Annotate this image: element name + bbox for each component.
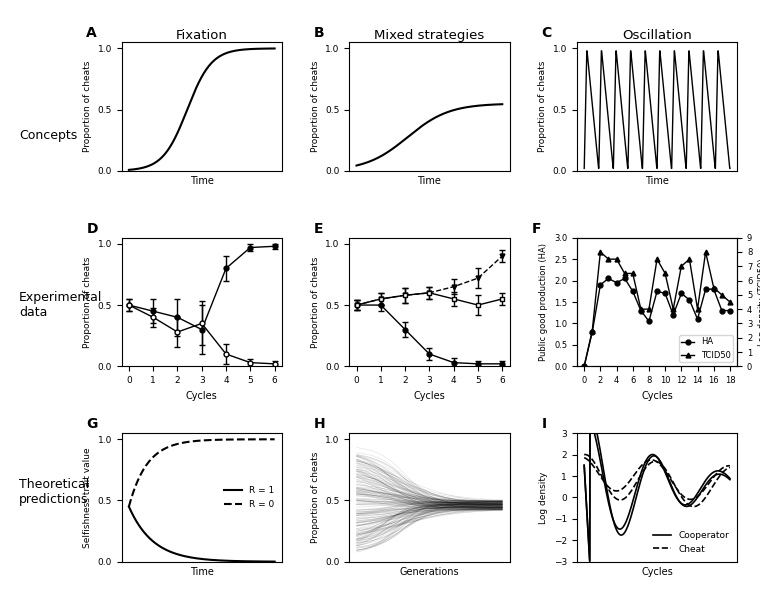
Text: G: G: [87, 417, 98, 431]
Legend: Cooperator, Cheat: Cooperator, Cheat: [650, 527, 733, 557]
Y-axis label: Log density: Log density: [540, 471, 549, 524]
R = 1: [241, 557, 250, 565]
Text: I: I: [542, 417, 546, 431]
X-axis label: Generations: Generations: [400, 567, 459, 577]
X-axis label: Cycles: Cycles: [641, 567, 673, 577]
Text: A: A: [87, 26, 97, 40]
Text: B: B: [314, 26, 325, 40]
R = 0: [270, 435, 279, 443]
Line: R = 0: R = 0: [129, 439, 274, 507]
Y-axis label: Proportion of cheats: Proportion of cheats: [311, 61, 320, 152]
Text: Experimental
data: Experimental data: [19, 291, 103, 319]
R = 0: [188, 438, 198, 445]
X-axis label: Time: Time: [417, 176, 442, 187]
Y-axis label: Proportion of cheats: Proportion of cheats: [83, 61, 92, 152]
Title: Oscillation: Oscillation: [622, 29, 692, 42]
Y-axis label: Proportion of cheats: Proportion of cheats: [311, 256, 320, 348]
R = 0: [241, 435, 250, 443]
R = 1: [270, 558, 279, 565]
X-axis label: Cycles: Cycles: [186, 391, 217, 400]
Title: Fixation: Fixation: [176, 29, 228, 42]
Title: Mixed strategies: Mixed strategies: [374, 29, 485, 42]
Text: E: E: [314, 222, 324, 236]
R = 1: [224, 557, 233, 565]
R = 1: [139, 528, 148, 536]
Text: C: C: [542, 26, 552, 40]
Y-axis label: Log density (TCID50): Log density (TCID50): [758, 258, 760, 346]
Legend: HA, TCID50: HA, TCID50: [679, 335, 733, 362]
Y-axis label: Public good production (HA): Public good production (HA): [540, 243, 549, 361]
Line: R = 1: R = 1: [129, 507, 274, 562]
Y-axis label: Selfishness trait value: Selfishness trait value: [83, 447, 92, 548]
Text: Concepts: Concepts: [19, 129, 78, 143]
X-axis label: Time: Time: [645, 176, 669, 187]
R = 0: [238, 435, 247, 443]
R = 0: [125, 503, 134, 510]
R = 0: [139, 466, 148, 473]
Y-axis label: Proportion of cheats: Proportion of cheats: [538, 61, 547, 152]
X-axis label: Time: Time: [190, 176, 214, 187]
R = 1: [238, 557, 247, 565]
Text: Theoretical
predictions: Theoretical predictions: [19, 478, 89, 506]
Y-axis label: Proportion of cheats: Proportion of cheats: [311, 452, 320, 543]
Text: H: H: [314, 417, 325, 431]
Text: F: F: [532, 222, 541, 236]
X-axis label: Cycles: Cycles: [641, 391, 673, 400]
R = 1: [125, 503, 134, 510]
Legend: R = 1, R = 0: R = 1, R = 0: [221, 483, 277, 512]
X-axis label: Cycles: Cycles: [413, 391, 445, 400]
X-axis label: Time: Time: [190, 567, 214, 577]
R = 1: [183, 553, 192, 561]
Text: D: D: [87, 222, 98, 236]
R = 0: [224, 436, 233, 443]
R = 0: [183, 439, 192, 446]
R = 1: [188, 554, 198, 562]
Y-axis label: Proportion of cheats: Proportion of cheats: [83, 256, 92, 348]
